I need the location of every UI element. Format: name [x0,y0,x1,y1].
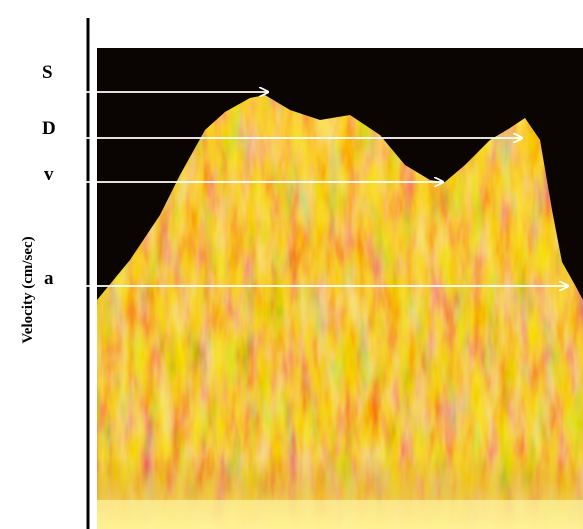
label-a: a [44,268,54,289]
label-d: D [42,118,56,139]
arrows [78,92,568,286]
label-s: S [42,62,53,83]
y-axis-label: Velocity (cm/sec) [20,236,36,343]
label-v: v [44,164,54,185]
